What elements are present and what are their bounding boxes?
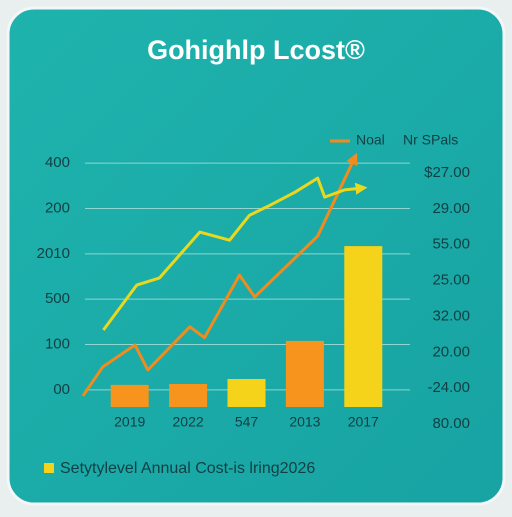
legend-label: Setytylevel Annual Cost-is lring2026 — [60, 460, 315, 477]
y2-tick-label: 25.00 — [432, 272, 470, 289]
y-tick-label: 00 — [53, 381, 70, 398]
y2-tick-label: 29.00 — [432, 200, 470, 217]
y2-tick-label: -24.00 — [427, 379, 470, 396]
x-tick-label: 2022 — [173, 414, 204, 430]
y2-tick-label: 55.00 — [432, 236, 470, 253]
y-tick-label: 100 — [45, 335, 70, 352]
y2-tick-label: 32.00 — [432, 307, 470, 324]
bar — [169, 383, 208, 407]
y-tick-label: 500 — [45, 290, 70, 307]
x-tick-label: 2017 — [348, 414, 379, 430]
y-tick-label: 400 — [45, 154, 70, 171]
y2-tick-label: 20.00 — [432, 343, 470, 360]
line — [102, 176, 368, 331]
y-tick-label: 200 — [45, 199, 70, 216]
bar — [344, 246, 383, 407]
bar — [110, 384, 149, 407]
bar — [285, 340, 324, 407]
legend-label: Noal — [356, 132, 385, 148]
x-tick-label: 547 — [235, 414, 259, 430]
legend-swatch — [44, 463, 54, 473]
x-tick-label: 2019 — [114, 414, 145, 430]
y-tick-label: 2010 — [37, 245, 70, 262]
x-tick-label: 2013 — [289, 414, 320, 430]
legend-label: Nr SPals — [403, 132, 458, 148]
bar — [227, 378, 266, 407]
y2-tick-label: $27.00 — [424, 164, 470, 181]
y2-tick-label: 80.00 — [432, 415, 470, 432]
chart-title: Gohighlp Lcost® — [147, 35, 365, 65]
line — [81, 152, 358, 397]
